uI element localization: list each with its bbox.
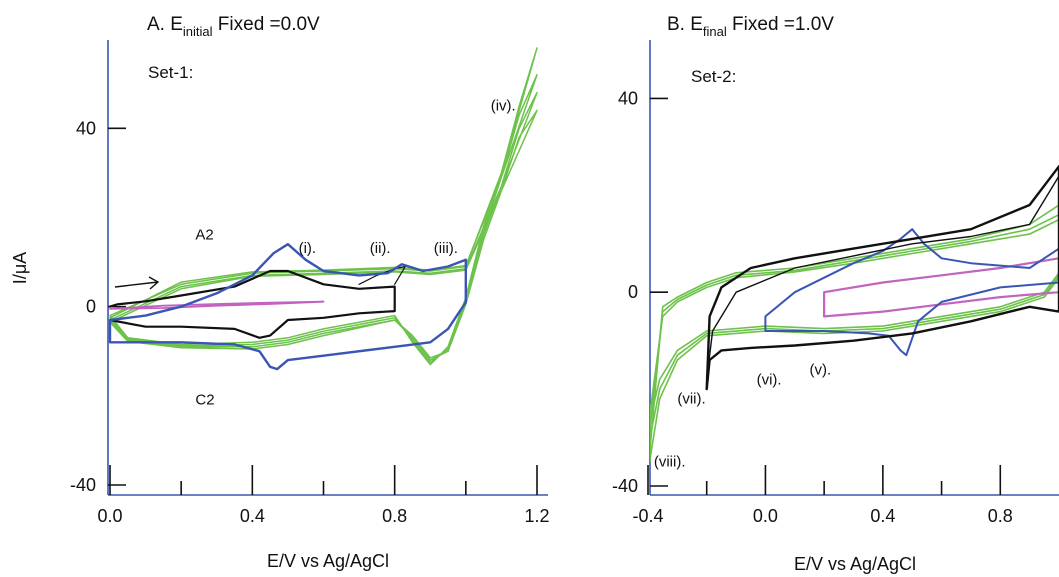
panel-b-title-prefix: B. E [667,14,703,35]
panel-b-annotation: (vi). [757,371,782,388]
panel-b-series-1-line [650,213,1059,442]
panel-a-y-tick-label: -40 [70,475,96,495]
panel-a-y-axis-title: I/μA [10,252,30,284]
panel-a-x-tick-label: 0.8 [382,506,407,526]
panel-a-series-2-line [109,74,538,364]
panel-b-annotation: (viii). [654,454,686,471]
panel-a-y-tick-label: 0 [86,297,96,317]
panel-b-title: B. Efinal Fixed =1.0V [667,14,834,39]
panel-b-annotation: (vii). [677,391,705,408]
panel-a-series-7-line [108,243,467,371]
panel-b-x-tick-label: 0.4 [870,506,895,526]
panel-b-title-suffix: Fixed =1.0V [727,14,835,35]
panel-a-title-prefix: A. E [147,14,183,35]
panel-b-series-2-line [650,218,1059,424]
panel-a-annotations: A2 C2 (i). (ii). (iii). (iv). [195,97,515,408]
panel-a-annotation: (ii). [370,240,391,257]
panel-a-series-5-line [108,269,396,339]
panel-a-annotation: (i). [299,240,317,257]
panel-b-x-tick-label: -0.4 [632,506,663,526]
panel-a-x-axis-title: E/V vs Ag/AgCl [267,551,389,571]
panel-b-ticks: -0.4 0.0 0.4 0.8 -40 0 40 [612,88,1013,526]
panel-b-y-tick-label: 0 [628,282,638,302]
panel-a-x-tick-label: 0.0 [97,506,122,526]
panel-a-y-tick-label: 40 [76,118,96,138]
panel-b-chart: B. Efinal Fixed =1.0V Set-2: -0.4 0.0 0.4 0… [612,14,1059,574]
panel-b-x-tick-label: 0.8 [988,506,1013,526]
panel-b-traces [650,165,1059,465]
panel-a-annotation: (iii). [434,240,458,257]
panel-b-series-6-line [706,175,1059,381]
panel-a-set-label: Set-1: [148,63,193,82]
panel-a-x-tick-label: 0.4 [240,506,265,526]
panel-b-annotation: (v). [809,362,831,379]
panel-b-series-0-line [650,204,1059,465]
panel-b-series-4-line [764,228,1059,357]
panel-b-series-3-line [823,257,1059,318]
panel-a-scan-direction-arrow [114,276,160,290]
panel-a-chart: A. Einitial Fixed =0.0V Set-1: 0.0 0.4 0.8… [10,14,550,571]
panel-a-title: A. Einitial Fixed =0.0V [147,14,320,39]
panel-b-annotations: (v). (vi). (vii). (viii). [654,362,831,471]
panel-a-series-1-line [109,91,538,361]
panel-a-annotation: C2 [195,392,214,409]
panel-b-x-axis-title: E/V vs Ag/AgCl [794,554,916,574]
panel-a-traces [108,47,538,371]
panel-b-y-tick-label: -40 [612,476,638,496]
panel-b-series-5-line [705,165,1059,391]
panel-a-annotation: A2 [195,227,213,244]
panel-b-y-tick-label: 40 [618,88,638,108]
panel-b-set-label: Set-2: [691,67,736,86]
panel-b-title-subscript: final [703,24,727,39]
panel-a-x-tick-label: 1.2 [524,506,549,526]
panel-a-ticks: 0.0 0.4 0.8 1.2 -40 0 40 [70,118,550,526]
panel-b-x-tick-label: 0.0 [753,506,778,526]
panel-a-series-3-line [109,109,538,359]
panel-a-title-suffix: Fixed =0.0V [213,14,321,35]
panel-a-annotation: (iv). [491,97,516,114]
panel-a-title-subscript: initial [183,24,213,39]
